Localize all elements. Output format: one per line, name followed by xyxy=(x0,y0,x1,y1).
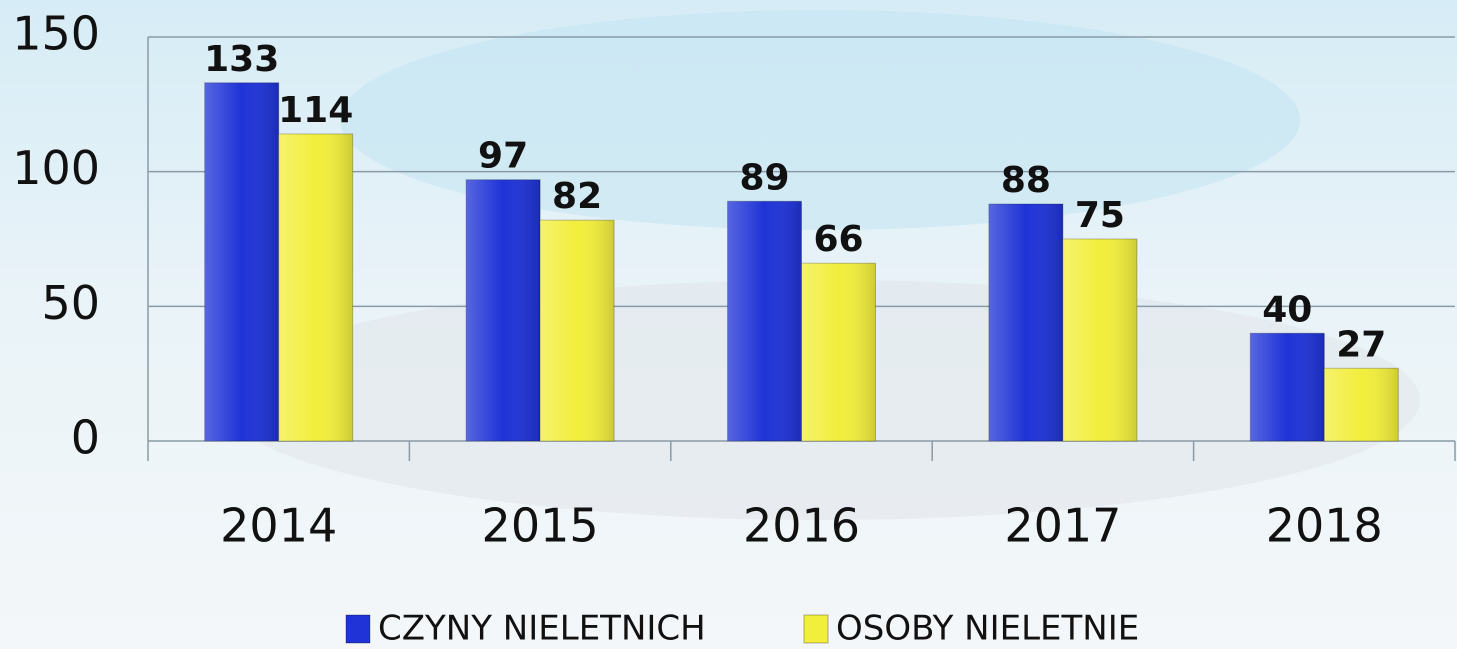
legend-swatch xyxy=(345,614,371,644)
value-label: 88 xyxy=(1001,160,1051,201)
value-label: 89 xyxy=(739,157,789,198)
value-label: 82 xyxy=(552,176,602,217)
x-tick-label: 2016 xyxy=(743,499,860,553)
legend-label: OSOBY NIELETNIE xyxy=(836,609,1139,649)
legend-swatch xyxy=(803,614,829,644)
legend-label: CZYNY NIELETNICH xyxy=(378,609,706,649)
x-tick-label: 2017 xyxy=(1004,499,1121,553)
x-tick-label: 2015 xyxy=(482,499,599,553)
value-label: 133 xyxy=(204,39,279,80)
bar-shine xyxy=(1062,239,1137,441)
y-tick-label: 100 xyxy=(12,141,100,195)
value-label: 40 xyxy=(1262,289,1312,330)
y-tick-label: 50 xyxy=(41,276,100,330)
x-tick-label: 2014 xyxy=(220,499,337,553)
bar-shine xyxy=(1324,368,1399,441)
background-shape xyxy=(340,10,1300,230)
bar-shine xyxy=(204,82,279,441)
bar-shine xyxy=(988,203,1063,441)
bar-shine xyxy=(801,263,876,441)
bar-shine xyxy=(727,201,802,441)
bar-shine xyxy=(466,179,541,441)
y-tick-label: 150 xyxy=(12,7,100,61)
value-label: 66 xyxy=(813,219,863,260)
value-label: 75 xyxy=(1075,195,1125,236)
value-label: 97 xyxy=(478,136,528,177)
y-tick-label: 0 xyxy=(71,411,100,465)
bar-shine xyxy=(1250,333,1325,441)
bar-shine xyxy=(540,220,615,441)
x-tick-label: 2018 xyxy=(1266,499,1383,553)
bar-shine xyxy=(278,133,353,441)
value-label: 114 xyxy=(278,90,353,131)
value-label: 27 xyxy=(1336,324,1386,365)
